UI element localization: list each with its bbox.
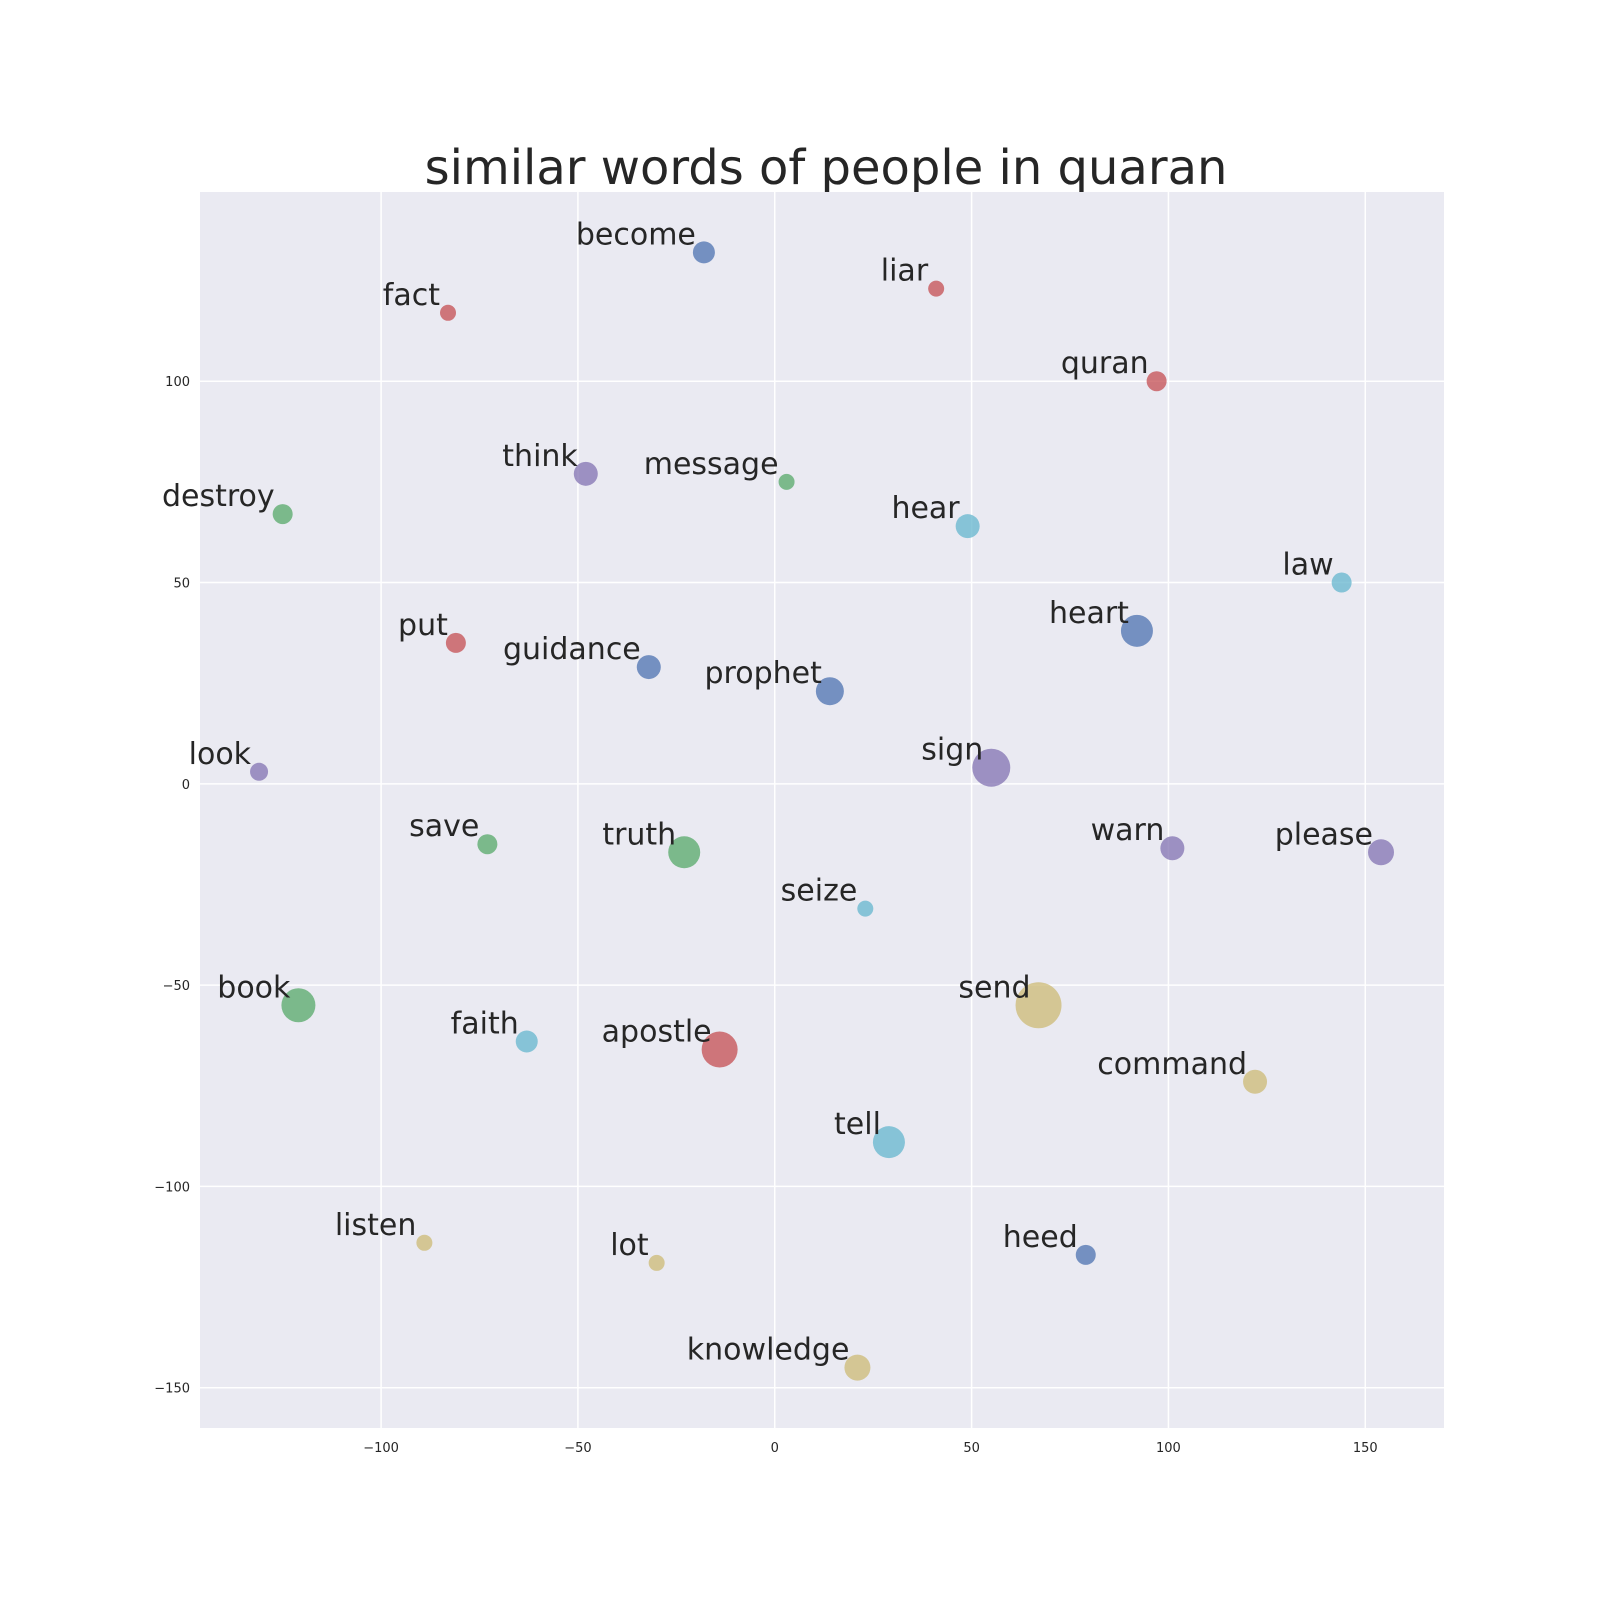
data-point-send — [1015, 982, 1062, 1029]
data-point-look — [250, 762, 269, 781]
point-label-book: book — [217, 970, 291, 1005]
data-point-put — [445, 632, 466, 653]
data-point-prophet — [815, 677, 844, 706]
data-point-liar — [928, 280, 945, 297]
point-labels: become liar fact quran think message destroy he… — [162, 217, 1373, 1367]
data-point-warn — [1160, 836, 1185, 861]
data-point-heed — [1075, 1244, 1096, 1265]
y-tick-label: −150 — [154, 1382, 190, 1397]
point-label-prophet: prophet — [705, 656, 823, 691]
point-label-tell: tell — [834, 1107, 881, 1142]
data-point-become — [692, 241, 715, 264]
data-point-save — [477, 834, 498, 855]
point-label-listen: listen — [335, 1208, 417, 1243]
data-point-faith — [515, 1030, 538, 1053]
data-point-message — [778, 473, 795, 490]
data-point-book — [281, 988, 316, 1023]
point-label-save: save — [409, 809, 479, 844]
y-tick-label: −100 — [154, 1180, 190, 1195]
data-point-think — [573, 461, 598, 486]
data-point-fact — [440, 304, 457, 321]
point-label-look: look — [189, 737, 252, 772]
y-tick-label: 100 — [165, 375, 190, 390]
data-point-listen — [416, 1234, 433, 1251]
point-label-please: please — [1275, 817, 1373, 852]
data-point-truth — [668, 836, 701, 869]
point-label-heed: heed — [1003, 1220, 1078, 1255]
y-tick-label: 50 — [173, 577, 190, 592]
data-point-guidance — [636, 655, 661, 680]
point-label-send: send — [958, 970, 1030, 1005]
data-point-law — [1331, 572, 1352, 593]
data-point-please — [1368, 839, 1395, 866]
point-label-liar: liar — [881, 254, 929, 289]
data-point-sign — [972, 748, 1011, 787]
data-point-tell — [872, 1126, 905, 1159]
data-point-hear — [955, 514, 980, 539]
x-tick-label: −50 — [564, 1441, 591, 1456]
data-point-quran — [1146, 371, 1167, 392]
data-points — [250, 241, 1395, 1381]
point-label-seize: seize — [781, 874, 858, 909]
point-label-faith: faith — [451, 1006, 519, 1041]
plot-area — [200, 192, 1444, 1428]
point-label-law: law — [1282, 548, 1333, 583]
point-label-truth: truth — [602, 817, 676, 852]
data-point-apostle — [701, 1031, 738, 1068]
grid-lines — [200, 192, 1444, 1428]
x-tick-label: 50 — [963, 1441, 980, 1456]
x-axis-ticks: −100 −50 0 50 100 150 — [363, 1441, 1377, 1456]
x-tick-label: −100 — [363, 1441, 399, 1456]
data-point-destroy — [272, 504, 293, 525]
point-label-destroy: destroy — [162, 479, 275, 514]
point-label-hear: hear — [891, 491, 960, 526]
y-tick-label: 0 — [182, 778, 190, 793]
point-label-become: become — [576, 217, 696, 252]
x-tick-label: 100 — [1156, 1441, 1181, 1456]
point-label-lot: lot — [610, 1228, 649, 1263]
data-point-command — [1243, 1069, 1268, 1094]
point-label-apostle: apostle — [602, 1015, 712, 1050]
point-label-quran: quran — [1061, 346, 1149, 381]
point-label-guidance: guidance — [503, 632, 641, 667]
y-tick-label: −50 — [163, 979, 190, 994]
chart-title: similar words of people in quaran — [425, 140, 1228, 196]
point-label-message: message — [644, 447, 779, 482]
data-point-heart — [1120, 614, 1153, 647]
point-label-sign: sign — [921, 733, 983, 768]
x-tick-label: 0 — [771, 1441, 779, 1456]
point-label-put: put — [398, 608, 448, 643]
point-label-think: think — [502, 439, 578, 474]
data-point-knowledge — [844, 1354, 871, 1381]
data-point-seize — [857, 900, 874, 917]
x-tick-label: 150 — [1353, 1441, 1378, 1456]
point-label-heart: heart — [1049, 596, 1129, 631]
y-axis-ticks: 100 50 0 −50 −100 −150 — [154, 375, 190, 1397]
point-label-warn: warn — [1091, 813, 1165, 848]
point-label-knowledge: knowledge — [687, 1333, 850, 1368]
point-label-command: command — [1097, 1047, 1247, 1082]
data-point-lot — [648, 1254, 665, 1271]
point-label-fact: fact — [383, 278, 440, 313]
